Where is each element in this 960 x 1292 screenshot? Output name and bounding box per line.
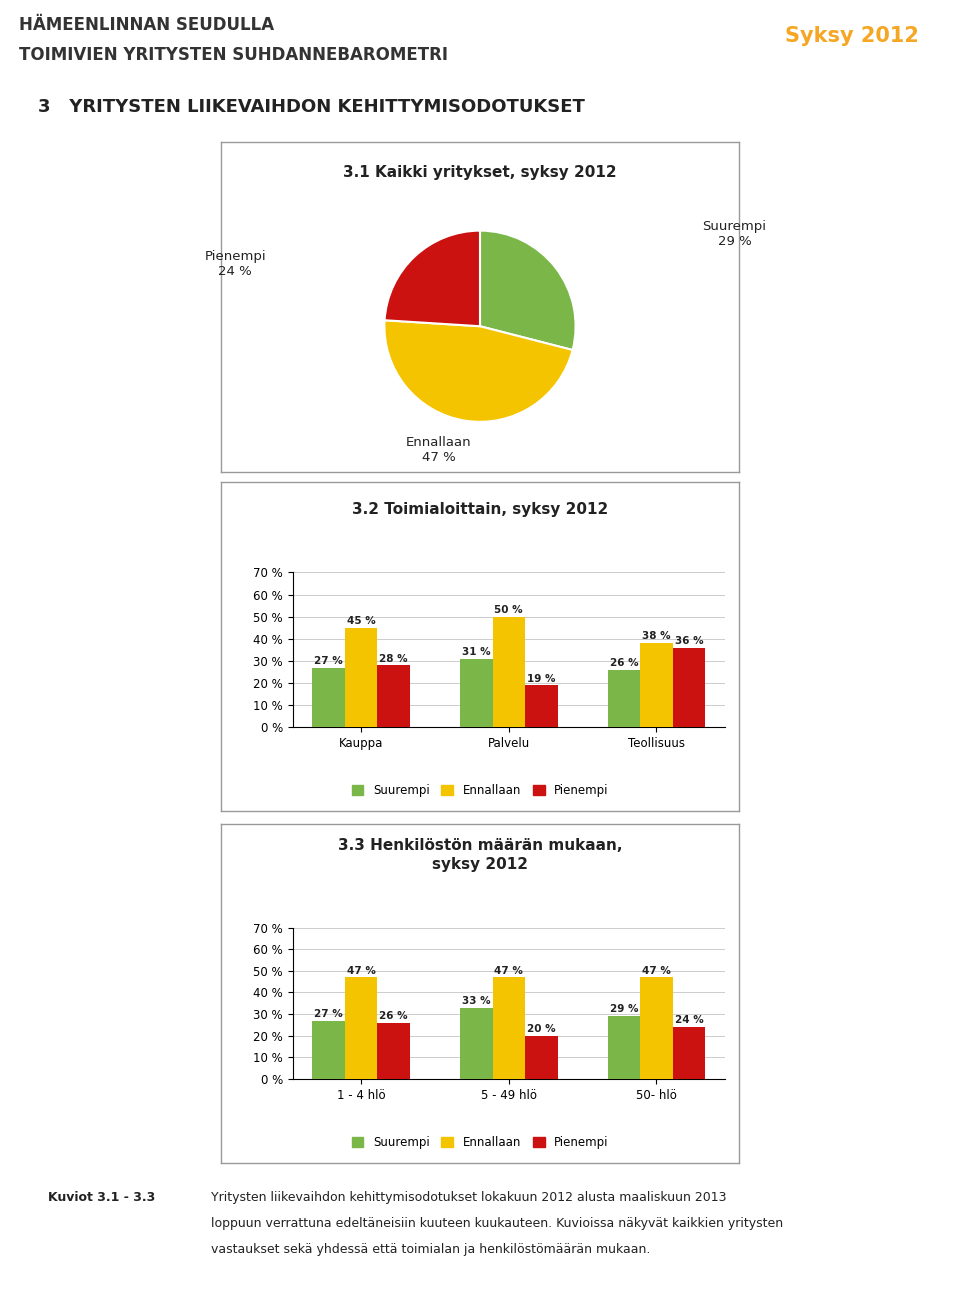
Text: Syksy 2012: Syksy 2012 <box>785 26 919 45</box>
Wedge shape <box>385 230 480 326</box>
Text: 3.1 Kaikki yritykset, syksy 2012: 3.1 Kaikki yritykset, syksy 2012 <box>343 165 617 180</box>
Text: Ennallaan
47 %: Ennallaan 47 % <box>406 437 471 464</box>
Bar <box>640 977 673 1079</box>
Text: 29 %: 29 % <box>610 1004 638 1014</box>
Text: 27 %: 27 % <box>314 656 343 665</box>
Text: 20 %: 20 % <box>527 1023 556 1034</box>
Text: loppuun verrattuna edeltäneisiin kuuteen kuukauteen. Kuvioissa näkyvät kaikkien : loppuun verrattuna edeltäneisiin kuuteen… <box>211 1217 783 1230</box>
Bar <box>345 628 377 727</box>
Text: 26 %: 26 % <box>610 658 638 668</box>
Text: Pienempi
24 %: Pienempi 24 % <box>204 251 266 278</box>
Text: 28 %: 28 % <box>379 654 408 664</box>
Text: Yritysten liikevaihdon kehittymisodotukset lokakuun 2012 alusta maaliskuun 2013: Yritysten liikevaihdon kehittymisodotuks… <box>211 1191 727 1204</box>
Text: 3   YRITYSTEN LIIKEVAIHDON KEHITTYMISODOTUKSET: 3 YRITYSTEN LIIKEVAIHDON KEHITTYMISODOTU… <box>38 98 586 115</box>
Text: TOIMIVIEN YRITYSTEN SUHDANNEBAROMETRI: TOIMIVIEN YRITYSTEN SUHDANNEBAROMETRI <box>18 47 447 65</box>
Bar <box>673 647 706 727</box>
Bar <box>673 1027 706 1079</box>
Text: 19 %: 19 % <box>527 673 556 683</box>
Text: 31 %: 31 % <box>462 647 491 656</box>
Wedge shape <box>384 320 572 421</box>
Bar <box>377 1023 410 1079</box>
Text: HÄMEENLINNAN SEUDULLA: HÄMEENLINNAN SEUDULLA <box>18 16 274 34</box>
Text: 3.3 Henkilöstön määrän mukaan,
syksy 2012: 3.3 Henkilöstön määrän mukaan, syksy 201… <box>338 837 622 872</box>
Text: 26 %: 26 % <box>379 1010 408 1021</box>
Bar <box>312 1021 345 1079</box>
Text: 33 %: 33 % <box>462 996 491 1006</box>
Text: Kuviot 3.1 - 3.3: Kuviot 3.1 - 3.3 <box>48 1191 156 1204</box>
Text: 47 %: 47 % <box>494 965 523 975</box>
Text: 24 %: 24 % <box>675 1016 704 1026</box>
Text: 38 %: 38 % <box>642 632 671 641</box>
Bar <box>492 616 525 727</box>
Text: 47 %: 47 % <box>347 965 375 975</box>
Text: 3.2 Toimialoittain, syksy 2012: 3.2 Toimialoittain, syksy 2012 <box>352 501 608 517</box>
Wedge shape <box>480 230 576 350</box>
Legend: Suurempi, Ennallaan, Pienempi: Suurempi, Ennallaan, Pienempi <box>347 780 613 802</box>
Bar <box>608 669 640 727</box>
Bar <box>377 665 410 727</box>
Bar <box>345 977 377 1079</box>
Bar <box>608 1017 640 1079</box>
Text: 3: 3 <box>899 1261 911 1278</box>
Legend: Suurempi, Ennallaan, Pienempi: Suurempi, Ennallaan, Pienempi <box>347 1130 613 1154</box>
Text: vastaukset sekä yhdessä että toimialan ja henkilöstömäärän mukaan.: vastaukset sekä yhdessä että toimialan j… <box>211 1243 651 1256</box>
Text: 45 %: 45 % <box>347 616 375 625</box>
Bar <box>640 643 673 727</box>
Bar <box>460 1008 492 1079</box>
Bar <box>460 659 492 727</box>
Bar <box>492 977 525 1079</box>
Text: Suurempi
29 %: Suurempi 29 % <box>703 221 766 248</box>
Bar <box>525 685 558 727</box>
Text: 27 %: 27 % <box>314 1009 343 1019</box>
Text: 47 %: 47 % <box>642 965 671 975</box>
Bar <box>312 668 345 727</box>
Bar <box>525 1036 558 1079</box>
Text: 50 %: 50 % <box>494 605 523 615</box>
Text: 36 %: 36 % <box>675 636 704 646</box>
